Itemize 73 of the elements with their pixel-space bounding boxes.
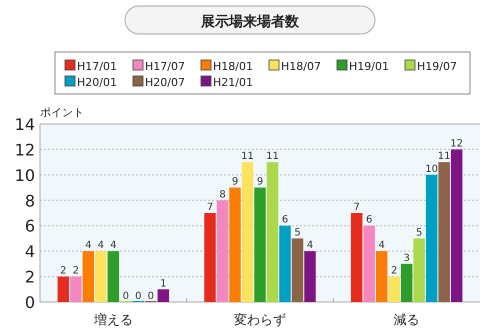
legend-label: H21/01 (213, 76, 253, 89)
bar (95, 251, 107, 302)
y-tick-label: 0 (24, 293, 35, 312)
bar (279, 226, 291, 302)
bar (438, 162, 450, 302)
data-label: 11 (241, 151, 254, 162)
data-label: 4 (306, 240, 314, 252)
bar (350, 213, 362, 302)
y-tick-label: 12 (14, 140, 35, 160)
y-tick-label: 10 (14, 166, 35, 185)
bar (450, 149, 462, 302)
data-label: 11 (438, 151, 451, 162)
y-tick-label: 2 (24, 268, 35, 287)
bar (70, 276, 82, 302)
bar (363, 226, 375, 302)
chart-title: 展示場来場者数 (200, 14, 300, 30)
data-label: 7 (353, 202, 360, 213)
data-label: 2 (60, 266, 67, 277)
data-label: 1 (160, 278, 167, 290)
data-label: 6 (366, 214, 372, 226)
bar (413, 238, 425, 302)
x-tick-label: 変わらず (234, 312, 286, 328)
bar (158, 289, 170, 302)
bar (82, 251, 94, 302)
x-tick-label: 減る (394, 313, 420, 328)
legend-label: H17/07 (145, 60, 185, 73)
legend-label: H20/01 (77, 76, 117, 89)
data-label: 2 (72, 266, 80, 277)
data-label: 0 (122, 291, 130, 302)
bar (400, 264, 412, 302)
data-label: 10 (425, 164, 438, 175)
bar (58, 276, 70, 302)
bar (426, 174, 438, 302)
legend-label: H18/01 (213, 60, 253, 73)
data-label: 8 (219, 189, 226, 200)
legend-label: H19/07 (417, 60, 457, 73)
legend-label: H18/07 (281, 60, 321, 73)
data-label: 4 (98, 240, 104, 252)
y-tick-label: 8 (24, 191, 35, 210)
bar (388, 276, 400, 302)
data-label: 4 (85, 240, 92, 252)
y-tick-label: 6 (24, 216, 35, 236)
x-tick-label: 増える (92, 312, 133, 328)
y-tick-label: 4 (24, 242, 35, 262)
data-label: 4 (378, 240, 385, 252)
data-label: 9 (256, 176, 264, 188)
y-tick-label: 14 (14, 115, 35, 134)
bar (376, 251, 388, 302)
data-label: 11 (266, 151, 279, 162)
data-label: 6 (282, 214, 288, 226)
data-label: 3 (403, 252, 410, 264)
bar (204, 213, 216, 302)
data-label: 0 (135, 291, 142, 302)
data-label: 4 (110, 240, 117, 252)
bar (216, 200, 228, 302)
y-axis-title: ポイント (40, 106, 84, 119)
legend-label: H19/01 (349, 60, 389, 73)
bar (242, 162, 254, 302)
bar (266, 162, 278, 302)
data-label: 12 (450, 138, 464, 150)
data-label: 2 (390, 266, 398, 277)
data-label: 5 (294, 227, 301, 238)
bar (108, 251, 120, 302)
legend-label: H20/07 (145, 76, 185, 89)
data-label: 5 (416, 227, 422, 238)
bar (254, 188, 266, 302)
bar (229, 188, 241, 302)
bar (292, 238, 304, 302)
data-label: 9 (232, 176, 238, 188)
data-label: 0 (148, 291, 154, 302)
legend-label: H17/01 (77, 60, 117, 73)
data-label: 7 (206, 202, 214, 213)
bar (304, 251, 316, 302)
